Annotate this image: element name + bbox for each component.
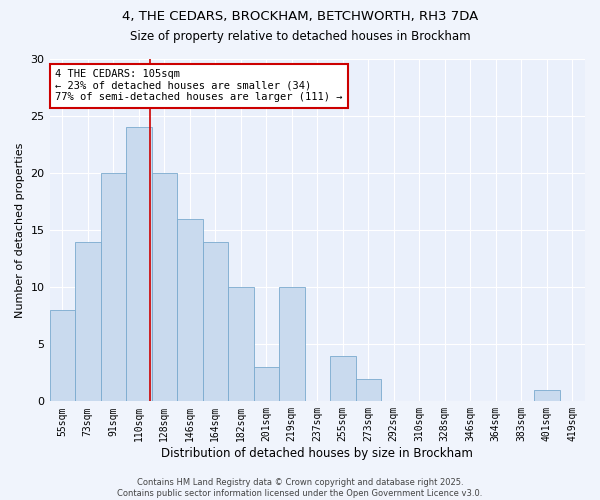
Text: Contains HM Land Registry data © Crown copyright and database right 2025.
Contai: Contains HM Land Registry data © Crown c… (118, 478, 482, 498)
Bar (101, 173, 126, 402)
Bar (228, 287, 254, 402)
Bar (177, 219, 203, 402)
Bar (126, 128, 152, 402)
Bar (330, 356, 356, 402)
Text: 4 THE CEDARS: 105sqm
← 23% of detached houses are smaller (34)
77% of semi-detac: 4 THE CEDARS: 105sqm ← 23% of detached h… (55, 70, 343, 102)
Text: 4, THE CEDARS, BROCKHAM, BETCHWORTH, RH3 7DA: 4, THE CEDARS, BROCKHAM, BETCHWORTH, RH3… (122, 10, 478, 23)
X-axis label: Distribution of detached houses by size in Brockham: Distribution of detached houses by size … (161, 447, 473, 460)
Bar (534, 390, 560, 402)
Bar (279, 287, 305, 402)
Bar (50, 310, 75, 402)
Bar (356, 378, 381, 402)
Bar (152, 173, 177, 402)
Bar (254, 367, 279, 402)
Bar (203, 242, 228, 402)
Y-axis label: Number of detached properties: Number of detached properties (15, 142, 25, 318)
Text: Size of property relative to detached houses in Brockham: Size of property relative to detached ho… (130, 30, 470, 43)
Bar (75, 242, 101, 402)
